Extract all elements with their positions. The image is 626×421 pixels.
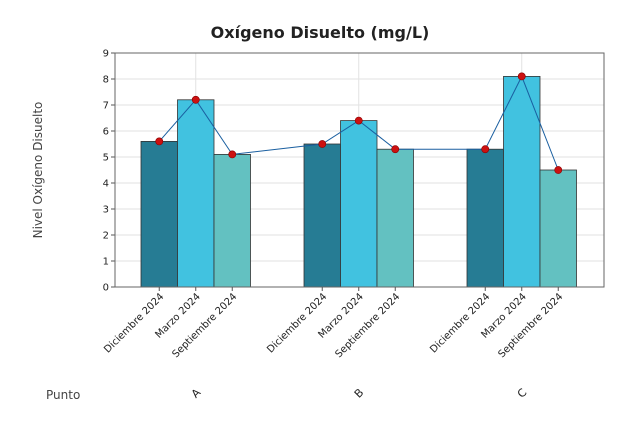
y-tick-label: 1 — [103, 257, 109, 268]
category-label: Diciembre 2024 — [102, 291, 166, 355]
data-point — [191, 95, 200, 104]
data-point — [391, 145, 400, 154]
bars-layer — [140, 76, 577, 288]
group-label: B — [352, 386, 367, 401]
y-tick-label: 0 — [103, 283, 109, 294]
line-layer — [155, 72, 563, 174]
group-label: C — [515, 386, 530, 401]
category-label: Septiembre 2024 — [170, 291, 239, 360]
y-tick-label: 5 — [103, 153, 109, 164]
bar — [376, 148, 414, 288]
category-label: Septiembre 2024 — [496, 291, 565, 360]
plot-frame — [114, 52, 605, 288]
bar — [177, 99, 215, 288]
y-tick-label: 6 — [103, 127, 109, 138]
bar — [539, 169, 577, 288]
data-point — [354, 116, 363, 125]
bar — [466, 148, 504, 288]
y-tick-label: 7 — [103, 101, 109, 112]
data-point — [481, 145, 490, 154]
y-tick-label: 9 — [103, 49, 109, 60]
y-tick-label: 4 — [103, 179, 109, 190]
y-tick-label: 3 — [103, 205, 109, 216]
y-tick-label: 2 — [103, 231, 109, 242]
data-point — [517, 72, 526, 81]
category-label: Septiembre 2024 — [333, 291, 402, 360]
data-point — [228, 150, 237, 159]
bar — [340, 120, 378, 288]
bar — [213, 153, 251, 288]
bar — [140, 140, 178, 288]
data-point — [554, 166, 563, 174]
y-axis-label: Nivel Oxígeno Disuelto — [31, 102, 45, 239]
chart-title: Oxígeno Disuelto (mg/L) — [211, 23, 430, 42]
axis-layer — [111, 52, 605, 291]
y-tick-label: 8 — [103, 75, 109, 86]
x-axis-label: Punto — [46, 388, 80, 402]
data-point — [318, 140, 327, 148]
data-point — [155, 137, 164, 146]
bar — [303, 143, 341, 288]
category-label: Diciembre 2024 — [428, 291, 492, 355]
group-label: A — [189, 386, 204, 401]
category-label: Diciembre 2024 — [265, 291, 329, 355]
